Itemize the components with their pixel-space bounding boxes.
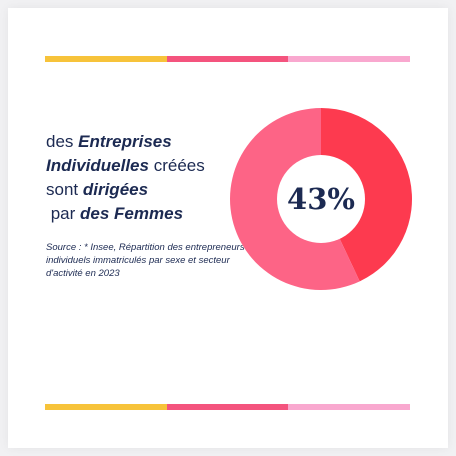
stripe-segment-yellow (45, 404, 167, 410)
infographic-card: des Entreprises Individuelles créées son… (8, 8, 448, 448)
donut-chart: 43% (230, 108, 412, 290)
headline-emphasis: des Femmes (80, 204, 184, 223)
headline-text: sont (46, 180, 83, 199)
headline-line-3: sont dirigées (46, 178, 246, 202)
stripe-segment-yellow (45, 56, 167, 62)
stripe-segment-light-pink (288, 404, 411, 410)
headline-line-4: par des Femmes (46, 202, 246, 226)
headline: des Entreprises Individuelles créées son… (46, 130, 246, 226)
stripe-segment-pink (166, 404, 289, 410)
donut-slice-1 (321, 108, 412, 282)
donut-hole (277, 155, 365, 243)
top-color-stripe (45, 56, 411, 62)
headline-line-2: Individuelles créées (46, 154, 246, 178)
source-text: * Insee, Répartition des entrepreneurs i… (46, 242, 245, 279)
source-note: Source : * Insee, Répartition des entrep… (46, 241, 246, 280)
headline-emphasis: dirigées (82, 180, 149, 199)
bottom-color-stripe (45, 404, 411, 410)
headline-text: par (46, 204, 81, 223)
stripe-segment-light-pink (288, 56, 411, 62)
stripe-segment-pink (166, 56, 289, 62)
headline-emphasis: Individuelles (46, 156, 149, 175)
headline-line-1: des Entreprises (46, 130, 246, 154)
center-percentage-label: 43% (287, 182, 355, 216)
headline-text: des (46, 132, 79, 151)
headline-emphasis: Entreprises (78, 132, 172, 151)
source-label: Source : (46, 242, 85, 253)
headline-text: créées (148, 156, 205, 175)
